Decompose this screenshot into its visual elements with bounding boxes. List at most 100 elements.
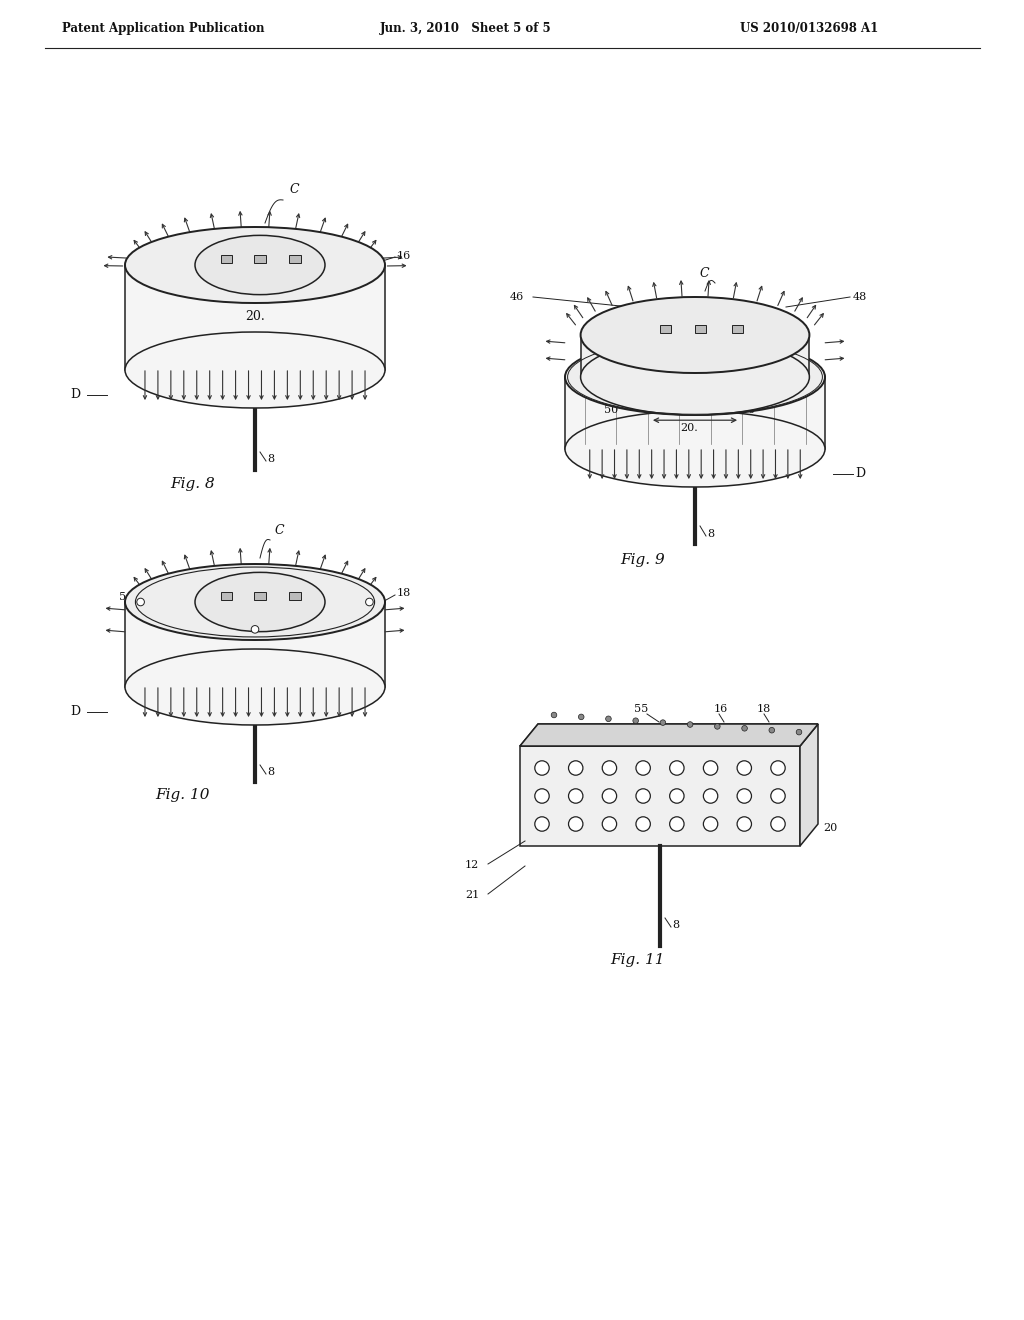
Text: 8: 8 <box>267 767 274 777</box>
Circle shape <box>636 760 650 775</box>
Text: 52: 52 <box>598 366 612 375</box>
Text: C: C <box>700 267 710 280</box>
Circle shape <box>636 789 650 803</box>
Circle shape <box>251 626 259 634</box>
Circle shape <box>737 817 752 832</box>
Polygon shape <box>255 593 265 599</box>
Text: US 2010/0132698 A1: US 2010/0132698 A1 <box>740 22 879 36</box>
Circle shape <box>535 817 549 832</box>
Text: 16: 16 <box>397 251 412 261</box>
Circle shape <box>741 726 748 731</box>
Text: C: C <box>275 524 285 537</box>
Text: 20: 20 <box>823 822 838 833</box>
Text: 18: 18 <box>397 587 412 598</box>
Circle shape <box>568 817 583 832</box>
Circle shape <box>605 715 611 722</box>
Circle shape <box>602 817 616 832</box>
Circle shape <box>769 727 774 733</box>
Ellipse shape <box>641 305 760 366</box>
Circle shape <box>771 789 785 803</box>
Ellipse shape <box>125 564 385 640</box>
Circle shape <box>703 760 718 775</box>
Text: D: D <box>70 388 80 401</box>
Polygon shape <box>659 325 671 333</box>
Polygon shape <box>290 255 300 263</box>
Ellipse shape <box>125 227 385 304</box>
Polygon shape <box>125 602 385 686</box>
Polygon shape <box>221 593 232 599</box>
Text: 20.: 20. <box>245 310 265 322</box>
Polygon shape <box>731 325 742 333</box>
Text: 54: 54 <box>327 587 341 597</box>
Text: 55: 55 <box>634 704 648 714</box>
Circle shape <box>771 817 785 832</box>
Text: Patent Application Publication: Patent Application Publication <box>62 22 264 36</box>
Polygon shape <box>581 335 809 378</box>
Polygon shape <box>290 593 300 599</box>
Ellipse shape <box>125 333 385 408</box>
Circle shape <box>602 789 616 803</box>
Circle shape <box>568 789 583 803</box>
Text: 48: 48 <box>853 292 867 302</box>
Circle shape <box>670 789 684 803</box>
Circle shape <box>703 789 718 803</box>
Text: Fig. 11: Fig. 11 <box>610 953 665 968</box>
Text: 54: 54 <box>261 626 275 636</box>
Polygon shape <box>694 325 706 333</box>
Text: Fig. 9: Fig. 9 <box>620 553 665 568</box>
Text: D: D <box>70 705 80 718</box>
Circle shape <box>771 760 785 775</box>
Ellipse shape <box>195 235 325 294</box>
Circle shape <box>535 789 549 803</box>
Text: 8: 8 <box>707 529 714 539</box>
Text: 20.: 20. <box>680 422 697 433</box>
Text: 16: 16 <box>714 704 728 714</box>
Polygon shape <box>520 723 818 746</box>
Circle shape <box>660 719 666 726</box>
Polygon shape <box>800 723 818 846</box>
Circle shape <box>715 723 720 729</box>
Text: 46: 46 <box>510 292 524 302</box>
Text: 54: 54 <box>119 591 133 602</box>
Text: Fig. 8: Fig. 8 <box>170 477 215 491</box>
Circle shape <box>633 718 639 723</box>
Ellipse shape <box>581 297 809 374</box>
Text: D: D <box>855 467 865 480</box>
Text: 21: 21 <box>707 396 721 407</box>
Circle shape <box>737 760 752 775</box>
Circle shape <box>568 760 583 775</box>
Circle shape <box>636 817 650 832</box>
Text: 50: 50 <box>740 405 755 414</box>
Polygon shape <box>565 378 825 449</box>
Text: 21: 21 <box>465 890 479 900</box>
Polygon shape <box>520 723 818 746</box>
Circle shape <box>579 714 584 719</box>
Ellipse shape <box>565 339 825 414</box>
Polygon shape <box>125 265 385 370</box>
Circle shape <box>670 817 684 832</box>
Text: 16.: 16. <box>207 595 224 605</box>
Ellipse shape <box>195 573 325 632</box>
Ellipse shape <box>565 411 825 487</box>
Circle shape <box>366 598 373 606</box>
Text: Jun. 3, 2010   Sheet 5 of 5: Jun. 3, 2010 Sheet 5 of 5 <box>380 22 552 36</box>
Polygon shape <box>520 746 800 846</box>
Text: 8: 8 <box>672 920 679 931</box>
Text: 52: 52 <box>746 366 761 375</box>
Circle shape <box>737 789 752 803</box>
Circle shape <box>551 713 557 718</box>
Text: Fig. 10: Fig. 10 <box>155 788 210 803</box>
Circle shape <box>137 598 144 606</box>
Text: C: C <box>290 183 300 195</box>
Text: 12: 12 <box>465 861 479 870</box>
Circle shape <box>687 722 693 727</box>
Circle shape <box>797 730 802 735</box>
Polygon shape <box>221 255 232 263</box>
Polygon shape <box>255 255 265 263</box>
Ellipse shape <box>125 649 385 725</box>
Text: 18: 18 <box>757 704 771 714</box>
Circle shape <box>703 817 718 832</box>
Circle shape <box>602 760 616 775</box>
Circle shape <box>535 760 549 775</box>
Text: 50: 50 <box>604 405 618 414</box>
